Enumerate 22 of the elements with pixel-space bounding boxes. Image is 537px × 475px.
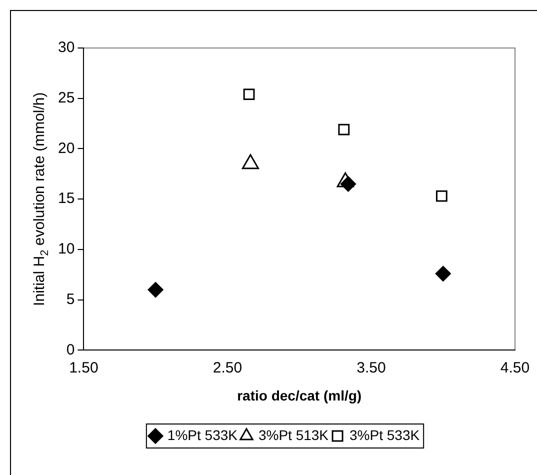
y-tick-label: 15 <box>58 190 75 208</box>
point <box>338 124 350 136</box>
y-axis-title: Initial H2 evolution rate (mmol/h) <box>31 92 52 306</box>
point <box>243 88 255 100</box>
x-tick-label: 3.50 <box>356 359 386 376</box>
x-tick-label: 2.50 <box>212 359 242 376</box>
y-tick-label: 10 <box>58 240 75 258</box>
point <box>148 282 164 298</box>
legend-label: 3%Pt 513K <box>258 426 330 443</box>
point <box>340 176 356 192</box>
y-tick-label: 20 <box>58 140 75 157</box>
y-tick-label: 0 <box>66 341 75 358</box>
y-tick-label: 5 <box>66 290 75 308</box>
x-axis-title: ratio dec/cat (ml/g) <box>237 387 362 404</box>
point <box>435 266 451 282</box>
legend-label: 1%Pt 533K <box>167 426 238 443</box>
x-tick-label: 1.50 <box>69 359 98 376</box>
point <box>436 190 448 202</box>
legend-label: 3%Pt 533K <box>350 426 420 443</box>
x-tick-label: 4.50 <box>500 359 530 376</box>
y-tick-label: 30 <box>58 39 75 56</box>
y-tick-label: 25 <box>58 90 75 107</box>
